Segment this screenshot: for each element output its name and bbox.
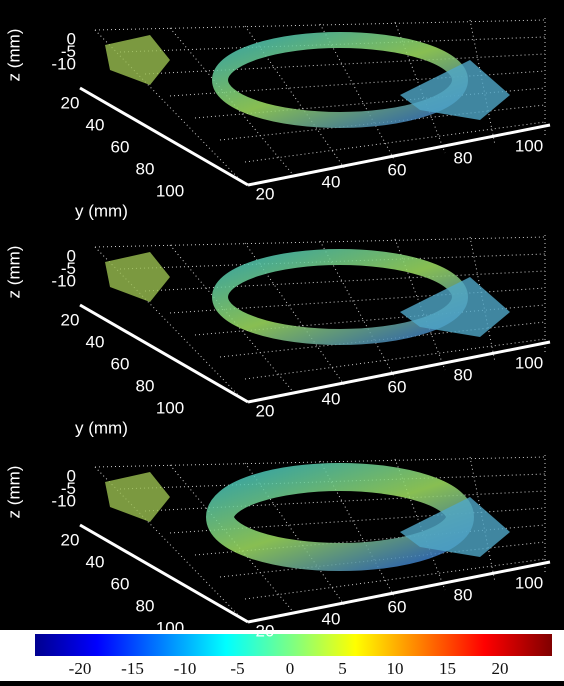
x-tick-label: 40 (322, 609, 341, 628)
z-tick-label: -5 (61, 479, 76, 498)
z-tick-label: 0 (67, 466, 76, 485)
x-tick-label: 20 (256, 184, 275, 203)
colorbar-tick-label: 0 (286, 659, 295, 678)
axis-line (79, 523, 249, 624)
x-tick-label: 80 (454, 148, 473, 167)
x-tick-label: 100 (515, 573, 543, 592)
y-tick-label: 20 (61, 530, 80, 549)
grid-line (394, 238, 446, 371)
y-tick-label: 20 (61, 310, 80, 329)
z-tick-label: -10 (51, 54, 76, 73)
grid-line (394, 21, 446, 154)
y-axis-label: y (mm) (75, 418, 128, 437)
grid-line (244, 121, 546, 163)
axis-line (247, 560, 551, 624)
y-tick-label: 80 (136, 376, 155, 395)
y-tick-label: 100 (156, 181, 184, 200)
patch (105, 252, 170, 302)
patch (105, 35, 170, 85)
x-tick-label: 100 (515, 353, 543, 372)
y-tick-label: 100 (156, 398, 184, 417)
y-tick-label: 100 (156, 618, 184, 637)
z-tick-label: 0 (67, 246, 76, 265)
x-tick-label: 20 (256, 621, 275, 640)
y-tick-label: 20 (61, 93, 80, 112)
grid-line (169, 27, 296, 178)
x-tick-label: 80 (454, 365, 473, 384)
z-tick-label: -10 (51, 271, 76, 290)
y-tick-label: 40 (86, 115, 105, 134)
axis-line (247, 340, 551, 404)
grid-line (169, 464, 296, 615)
y-tick-label: 60 (111, 137, 130, 156)
y-tick-label: 40 (86, 332, 105, 351)
colorbar-tick-label: -5 (230, 659, 244, 678)
x-tick-label: 40 (322, 389, 341, 408)
grid-line (144, 490, 546, 512)
colorbar-tick-label: -15 (121, 659, 144, 678)
z-axis-label: z (mm) (4, 466, 23, 519)
grid-line (169, 244, 296, 395)
axis-line (247, 123, 551, 187)
patch (400, 277, 510, 337)
x-tick-label: 60 (388, 377, 407, 396)
x-tick-label: 80 (454, 585, 473, 604)
colorbar-tick-label: 15 (439, 659, 456, 678)
y-tick-label: 80 (136, 596, 155, 615)
patch (400, 60, 510, 120)
patch (105, 472, 170, 522)
z-tick-label: -10 (51, 491, 76, 510)
z-tick-label: 0 (67, 29, 76, 48)
y-tick-label: 60 (111, 354, 130, 373)
grid-line (244, 558, 546, 600)
colorbar (35, 634, 552, 656)
colorbar-tick-label: -20 (69, 659, 92, 678)
colorbar-tick-label: 20 (492, 659, 509, 678)
x-tick-label: 40 (322, 172, 341, 191)
z-tick-label: -5 (61, 259, 76, 278)
y-tick-label: 40 (86, 552, 105, 571)
axis-line (79, 303, 249, 404)
y-tick-label: 60 (111, 574, 130, 593)
z-axis-label: z (mm) (4, 246, 23, 299)
patch (400, 497, 510, 557)
z-tick-label: -5 (61, 42, 76, 61)
y-axis-label: y (mm) (75, 201, 128, 220)
x-tick-label: 60 (388, 160, 407, 179)
colorbar-tick-label: -10 (174, 659, 197, 678)
x-tick-label: 60 (388, 597, 407, 616)
axis-line (79, 86, 249, 187)
grid-line (144, 53, 546, 75)
grid-line (244, 338, 546, 380)
colorbar-tick-label: 5 (338, 659, 347, 678)
z-axis-label: z (mm) (4, 29, 23, 82)
grid-line (144, 270, 546, 292)
x-tick-label: 100 (515, 136, 543, 155)
y-tick-label: 80 (136, 159, 155, 178)
colorbar-tick-label: 10 (387, 659, 404, 678)
grid-line (394, 458, 446, 591)
x-tick-label: 20 (256, 401, 275, 420)
